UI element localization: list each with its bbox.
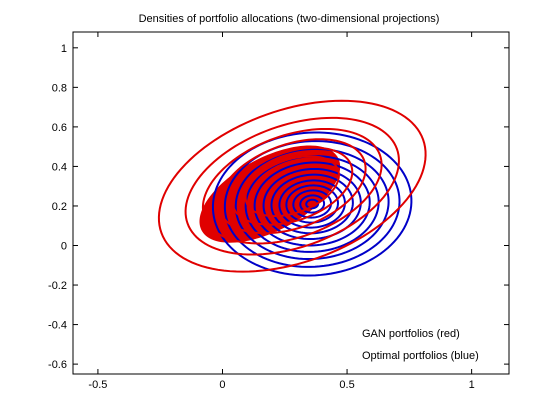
legend: GAN portfolios (red) Optimal portfolios … xyxy=(362,328,479,362)
series-0-contour-4 xyxy=(253,161,371,247)
y-tick-label: 1 xyxy=(61,43,67,55)
x-tick-label: 0 xyxy=(219,379,225,391)
y-tick-label: 0.2 xyxy=(52,201,67,213)
y-tick-label: -0.6 xyxy=(48,359,67,371)
series-0-contour-8 xyxy=(285,184,339,224)
y-tick-label: 0.8 xyxy=(52,82,67,94)
series-0-contour-0 xyxy=(211,131,413,277)
series-1-contour-0 xyxy=(157,99,427,273)
axes-box xyxy=(72,31,510,375)
series-0-contour-1 xyxy=(223,140,401,268)
x-tick-label: 1 xyxy=(469,379,475,391)
series-0-contour-11 xyxy=(305,198,320,210)
series-0-contour-6 xyxy=(270,173,354,235)
y-tick-label: -0.2 xyxy=(48,280,67,292)
legend-entry-optimal: Optimal portfolios (blue) xyxy=(362,350,479,362)
legend-entry-gan: GAN portfolios (red) xyxy=(362,328,460,340)
series-1-contour-5 xyxy=(244,155,340,218)
y-tick-label: -0.4 xyxy=(48,320,67,332)
axis-ticks: -0.5 0 0.5 1 -0.6 -0.4 -0.2 0 0.2 0.4 0.6 0.8 1 xyxy=(48,32,509,391)
series-1-contour-3 xyxy=(217,138,367,235)
series-0-contour-9 xyxy=(292,189,333,219)
x-tick-label: -0.5 xyxy=(88,379,107,391)
plot-area xyxy=(157,99,427,277)
y-tick-label: 0.4 xyxy=(52,161,67,173)
y-tick-label: 0.6 xyxy=(52,122,67,134)
series-1-contour-2 xyxy=(201,127,383,245)
series-1-contour-4 xyxy=(231,146,354,226)
chart-title: Densities of portfolio allocations (two-… xyxy=(139,13,440,25)
y-tick-label: 0 xyxy=(61,241,67,253)
series-0-contour-7 xyxy=(278,179,346,229)
series-1-contour-1 xyxy=(184,116,400,256)
x-tick-label: 0.5 xyxy=(339,379,354,391)
series-0-contour-3 xyxy=(244,155,380,253)
